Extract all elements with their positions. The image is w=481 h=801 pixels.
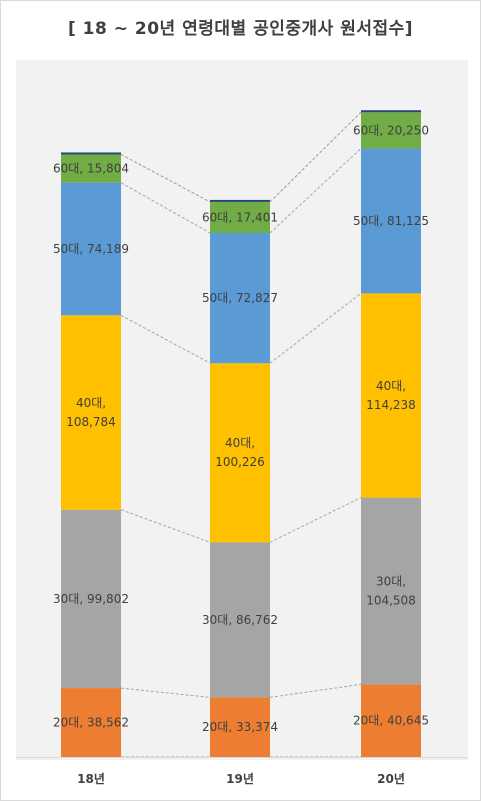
series-line-1-7	[269, 111, 362, 203]
series-line-0-7	[120, 154, 211, 203]
bar-segment-50s-1	[210, 233, 270, 364]
series-line-1-4	[269, 293, 362, 364]
bar-segment-40s-0	[61, 315, 121, 510]
bar-segment-20s-2	[361, 684, 421, 757]
series-line-1-2	[269, 683, 362, 698]
data-label-2-1: 20대, 40,645	[353, 714, 429, 728]
series-line-0-4	[120, 314, 211, 364]
data-label-0-5: 60대, 15,804	[53, 162, 129, 176]
x-tick-label-0: 18년	[77, 772, 105, 786]
data-label-2-2: 30대, 104,508	[366, 574, 416, 607]
series-line-0-5	[120, 182, 211, 234]
bar-segment-30s-1	[210, 542, 270, 698]
bar-segment-20s-1	[210, 697, 270, 757]
data-label-1-5: 60대, 17,401	[202, 210, 278, 224]
data-label-1-3: 40대, 100,226	[215, 436, 265, 469]
series-line-1-3	[269, 497, 362, 543]
bar-segment-30s-2	[361, 497, 421, 685]
data-label-1-1: 20대, 33,374	[202, 720, 278, 734]
x-tick-label-2: 20년	[377, 772, 405, 786]
bar-segment-50s-2	[361, 148, 421, 294]
data-label-2-4: 50대, 81,125	[353, 214, 429, 228]
data-label-2-5: 60대, 20,250	[353, 123, 429, 137]
bar-segment-50s-0	[61, 182, 121, 316]
bar-segment-30s-0	[61, 509, 121, 689]
bar-segment-70s-1	[210, 199, 270, 202]
bar-segment-60s-2	[361, 112, 421, 149]
data-label-1-4: 50대, 72,827	[202, 291, 278, 305]
series-line-1-6	[269, 111, 362, 203]
bar-segment-60s-1	[210, 201, 270, 234]
bar-segment-60s-0	[61, 154, 121, 183]
data-label-0-1: 20대, 38,562	[53, 716, 129, 730]
data-label-1-2: 30대, 86,762	[202, 613, 278, 627]
data-label-0-4: 50대, 74,189	[53, 242, 129, 256]
series-line-1-5	[269, 148, 362, 234]
data-label-0-2: 30대, 99,802	[53, 592, 129, 606]
series-line-0-2	[120, 687, 211, 698]
bar-segment-40s-2	[361, 293, 421, 498]
series-line-0-3	[120, 509, 211, 543]
bar-segment-40s-1	[210, 363, 270, 543]
chart-title: [ 18 ~ 20년 연령대별 공인중개사 원서접수]	[67, 19, 414, 39]
data-label-2-3: 40대, 114,238	[366, 379, 416, 412]
data-label-0-3: 40대, 108,784	[66, 396, 116, 429]
bar-segment-20s-0	[61, 688, 121, 757]
bar-segment-70s-0	[61, 152, 121, 155]
bar-segment-70s-2	[361, 110, 421, 113]
x-tick-label-1: 19년	[226, 772, 254, 786]
